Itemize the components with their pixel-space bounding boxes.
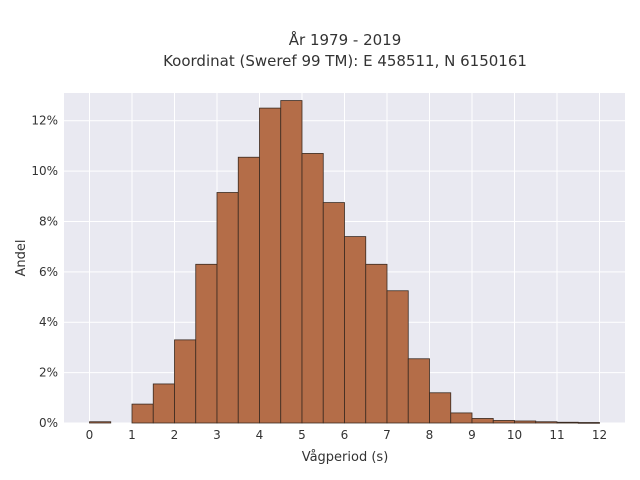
histogram-bar bbox=[450, 412, 473, 424]
histogram-bar bbox=[514, 420, 537, 424]
histogram-bar bbox=[429, 392, 452, 424]
histogram-bar bbox=[195, 263, 218, 424]
histogram-bar bbox=[535, 421, 558, 424]
y-tick-label: 2% bbox=[39, 366, 58, 380]
histogram-bar bbox=[492, 420, 515, 424]
x-axis-label: Vågperiod (s) bbox=[302, 450, 389, 465]
x-tick-label: 1 bbox=[128, 428, 136, 442]
histogram-bar bbox=[301, 153, 324, 424]
y-tick-label: 10% bbox=[31, 164, 58, 178]
x-tick-label: 12 bbox=[592, 428, 607, 442]
x-tick-label: 11 bbox=[549, 428, 564, 442]
histogram-bar bbox=[237, 156, 260, 424]
x-tick-label: 10 bbox=[507, 428, 522, 442]
y-axis-label: Andel bbox=[14, 240, 29, 277]
histogram-bar bbox=[131, 403, 154, 424]
x-tick-label: 7 bbox=[383, 428, 391, 442]
x-tick-label: 9 bbox=[468, 428, 476, 442]
histogram-bar bbox=[89, 421, 112, 424]
histogram-bar bbox=[344, 236, 367, 424]
y-tick-labels: 0% 2% 4% 6% 8% 10% 12% bbox=[31, 114, 58, 430]
histogram-bar bbox=[216, 192, 239, 424]
x-tick-label: 0 bbox=[86, 428, 94, 442]
histogram-bar bbox=[322, 202, 345, 424]
x-tick-label: 4 bbox=[256, 428, 264, 442]
y-tick-label: 0% bbox=[39, 416, 58, 430]
x-tick-label: 5 bbox=[298, 428, 306, 442]
histogram-bar bbox=[577, 422, 600, 424]
x-tick-label: 8 bbox=[426, 428, 434, 442]
histogram-bar bbox=[152, 383, 175, 424]
x-tick-label: 2 bbox=[171, 428, 179, 442]
histogram-bar bbox=[365, 263, 388, 424]
y-tick-label: 6% bbox=[39, 265, 58, 279]
bars bbox=[89, 100, 600, 424]
histogram-bar bbox=[386, 290, 409, 424]
histogram-bar bbox=[556, 421, 579, 424]
x-tick-label: 3 bbox=[213, 428, 221, 442]
chart-title-line1: År 1979 - 2019 bbox=[289, 30, 402, 49]
histogram-bar bbox=[259, 107, 282, 424]
x-tick-labels: 0 1 2 3 4 5 6 7 8 9 10 11 12 bbox=[86, 428, 607, 442]
x-tick-label: 6 bbox=[341, 428, 349, 442]
histogram-bar bbox=[174, 339, 197, 424]
y-tick-label: 8% bbox=[39, 214, 58, 228]
histogram-bar bbox=[280, 100, 303, 424]
chart-title-line2: Koordinat (Sweref 99 TM): E 458511, N 61… bbox=[163, 52, 527, 70]
histogram-bar bbox=[407, 358, 430, 424]
y-tick-label: 4% bbox=[39, 315, 58, 329]
y-tick-label: 12% bbox=[31, 114, 58, 128]
histogram-bar bbox=[471, 418, 494, 424]
